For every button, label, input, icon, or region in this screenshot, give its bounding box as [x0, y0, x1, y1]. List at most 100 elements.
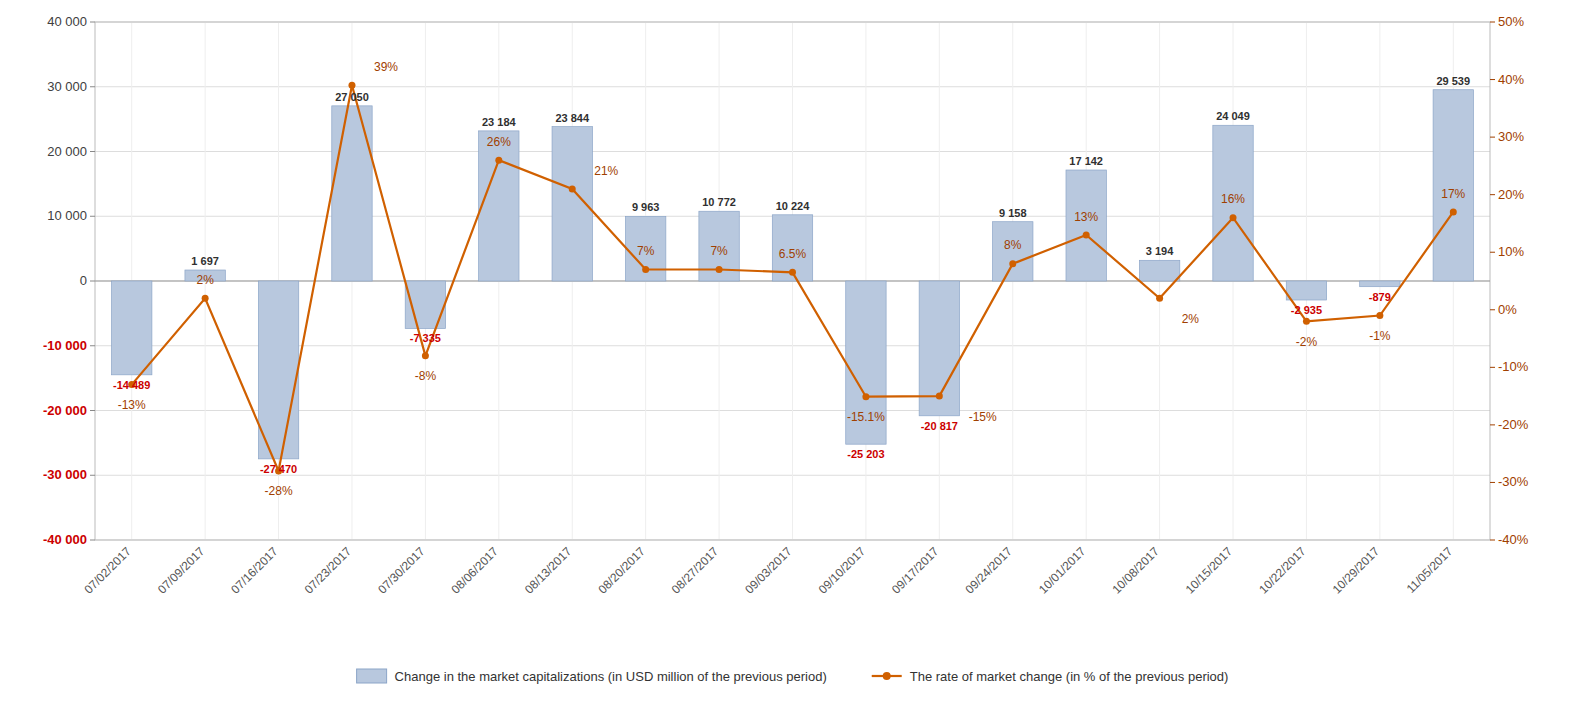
line-label: -15%	[969, 410, 997, 424]
legend-label: The rate of market change (in % of the p…	[910, 669, 1229, 684]
line-marker	[716, 266, 723, 273]
line-label: 17%	[1441, 187, 1465, 201]
bar-label: -7 335	[410, 332, 441, 344]
grid	[95, 22, 1490, 540]
x-tick-label: 10/29/2017	[1330, 544, 1383, 597]
bar-label: 9 963	[632, 201, 660, 213]
y-tick-label: 20 000	[47, 144, 87, 159]
bar-label: -14 489	[113, 379, 150, 391]
y-tick	[90, 151, 95, 152]
y-tick-label: 40 000	[47, 14, 87, 29]
line-label: -8%	[415, 369, 437, 383]
x-tick-label: 10/08/2017	[1109, 544, 1162, 597]
x-tick-label: 09/10/2017	[816, 544, 869, 597]
line-label: -15.1%	[847, 410, 885, 424]
y2-tick	[1490, 22, 1495, 23]
line-marker	[495, 157, 502, 164]
bar	[1213, 125, 1253, 281]
x-tick-label: 08/06/2017	[449, 544, 502, 597]
bar	[258, 281, 298, 459]
bar-label: 23 184	[482, 116, 517, 128]
y-tick-label: -30 000	[43, 467, 87, 482]
line-marker	[1376, 312, 1383, 319]
bar	[112, 281, 152, 375]
y2-tick-label: 10%	[1498, 244, 1524, 259]
y2-tick	[1490, 194, 1495, 195]
bar-label: 23 844	[555, 112, 590, 124]
bar-label: -2 935	[1291, 304, 1322, 316]
line-marker	[936, 393, 943, 400]
bar	[479, 131, 519, 281]
line-label: 39%	[374, 60, 398, 74]
bar-label: 17 142	[1069, 155, 1103, 167]
x-tick-label: 09/17/2017	[889, 544, 942, 597]
x-tick-label: 08/20/2017	[595, 544, 648, 597]
y-tick	[90, 281, 95, 282]
y2-tick	[1490, 424, 1495, 425]
x-tick-label: 09/03/2017	[742, 544, 795, 597]
bar	[1286, 281, 1326, 300]
y2-tick	[1490, 367, 1495, 368]
y2-tick-label: 0%	[1498, 302, 1517, 317]
data-labels: -14 4891 697-27 47027 050-7 33523 18423 …	[113, 60, 1470, 498]
line-label: 8%	[1004, 238, 1022, 252]
line-label: 7%	[637, 244, 655, 258]
line-label: 6.5%	[779, 247, 807, 261]
plot-frame	[95, 22, 1490, 540]
bar	[1066, 170, 1106, 281]
line-label: -28%	[265, 484, 293, 498]
x-tick-label: 07/23/2017	[302, 544, 355, 597]
line-label: 26%	[487, 135, 511, 149]
y2-tick	[1490, 137, 1495, 138]
y2-axis: -40%-30%-20%-10%0%10%20%30%40%50%	[1490, 14, 1529, 547]
x-tick-label: 10/22/2017	[1256, 544, 1309, 597]
y-tick	[90, 540, 95, 541]
line-marker	[862, 393, 869, 400]
line-label: 13%	[1074, 210, 1098, 224]
line-marker	[1009, 260, 1016, 267]
y2-tick-label: 50%	[1498, 14, 1524, 29]
y-tick-label: 30 000	[47, 79, 87, 94]
y-tick-label: 10 000	[47, 208, 87, 223]
y-tick-label: -40 000	[43, 532, 87, 547]
chart: -40 000-30 000-20 000-10 000010 00020 00…	[0, 0, 1581, 704]
bar-label: 24 049	[1216, 110, 1250, 122]
bar	[846, 281, 886, 444]
y-tick-label: 0	[80, 273, 87, 288]
x-axis: 07/02/201707/09/201707/16/201707/23/2017…	[81, 544, 1455, 597]
line-label: -1%	[1369, 329, 1391, 343]
bar-label: -25 203	[847, 448, 884, 460]
line-label: -13%	[118, 398, 146, 412]
bar-label: 9 158	[999, 207, 1027, 219]
bar-label: -20 817	[921, 420, 958, 432]
bar-label: 10 224	[776, 200, 811, 212]
bar-label: 3 194	[1146, 245, 1174, 257]
line	[132, 85, 1454, 471]
bar	[993, 222, 1033, 281]
y-axis: -40 000-30 000-20 000-10 000010 00020 00…	[43, 14, 95, 547]
y2-tick-label: -20%	[1498, 417, 1529, 432]
line-marker	[1156, 295, 1163, 302]
x-tick-label: 07/30/2017	[375, 544, 428, 597]
line-marker	[1230, 214, 1237, 221]
y2-tick-label: -30%	[1498, 474, 1529, 489]
marks	[112, 82, 1474, 475]
line-label: 2%	[1182, 312, 1200, 326]
x-tick-label: 08/27/2017	[669, 544, 722, 597]
y2-tick-label: -10%	[1498, 359, 1529, 374]
bar-label: 27 050	[335, 91, 369, 103]
y-tick	[90, 345, 95, 346]
bar-label: -27 470	[260, 463, 297, 475]
x-tick-label: 08/13/2017	[522, 544, 575, 597]
y2-tick-label: 30%	[1498, 129, 1524, 144]
y2-tick-label: 20%	[1498, 187, 1524, 202]
y-tick	[90, 22, 95, 23]
y2-tick	[1490, 79, 1495, 80]
legend-label: Change in the market capitalizations (in…	[395, 669, 827, 684]
legend-item: Change in the market capitalizations (in…	[357, 669, 827, 684]
line-marker	[422, 352, 429, 359]
legend-marker	[883, 672, 891, 680]
y-tick	[90, 410, 95, 411]
x-tick-label: 10/01/2017	[1036, 544, 1089, 597]
y2-tick-label: -40%	[1498, 532, 1529, 547]
